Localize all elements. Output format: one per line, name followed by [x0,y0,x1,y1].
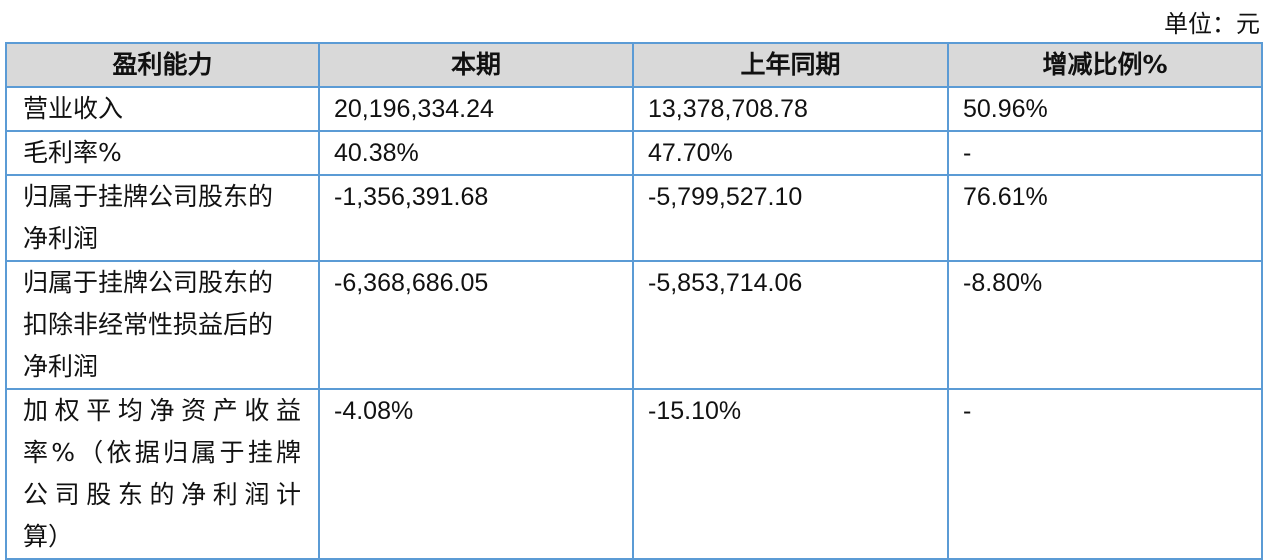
label-line: 扣除非经常性损益后的 [23,310,274,339]
previous-value: -15.10% [632,388,949,560]
table-header-row: 盈利能力 本期 上年同期 增减比例% [5,42,1263,88]
header-previous: 上年同期 [632,42,949,88]
table-row: 加权平均净资产收益 率%（依据归属于挂牌 公司股东的净利润计 算） -4.08%… [5,388,1263,560]
unit-label: 单位：元 [1164,10,1260,38]
label-line: 净利润 [23,224,99,253]
row-label: 营业收入 [5,86,320,132]
label-line: 归属于挂牌公司股东的 [23,268,274,297]
label-line: 算） [23,522,74,551]
label-line: 率%（依据归属于挂牌 [23,438,301,467]
table-row: 营业收入 20,196,334.24 13,378,708.78 50.96% [5,86,1263,132]
table-row: 归属于挂牌公司股东的 扣除非经常性损益后的 净利润 -6,368,686.05 … [5,260,1263,390]
change-value: - [947,130,1263,176]
row-label: 毛利率% [5,130,320,176]
current-value: -1,356,391.68 [318,174,634,262]
row-label: 归属于挂牌公司股东的 扣除非经常性损益后的 净利润 [5,260,320,390]
header-current: 本期 [318,42,634,88]
previous-value: 13,378,708.78 [632,86,949,132]
previous-value: -5,853,714.06 [632,260,949,390]
label-line: 营业收入 [23,94,124,123]
label-line: 净利润 [23,352,99,381]
current-value: -4.08% [318,388,634,560]
label-line: 归属于挂牌公司股东的 [23,182,274,211]
label-line: 公司股东的净利润计 [23,480,301,509]
label-line: 毛利率% [23,138,122,167]
row-label: 归属于挂牌公司股东的 净利润 [5,174,320,262]
label-line: 加权平均净资产收益 [23,396,301,425]
current-value: -6,368,686.05 [318,260,634,390]
table-row: 归属于挂牌公司股东的 净利润 -1,356,391.68 -5,799,527.… [5,174,1263,262]
previous-value: -5,799,527.10 [632,174,949,262]
current-value: 40.38% [318,130,634,176]
previous-value: 47.70% [632,130,949,176]
profitability-table: 盈利能力 本期 上年同期 增减比例% 营业收入 20,196,334.24 13… [5,42,1263,560]
change-value: -8.80% [947,260,1263,390]
change-value: 76.61% [947,174,1263,262]
current-value: 20,196,334.24 [318,86,634,132]
table-row: 毛利率% 40.38% 47.70% - [5,130,1263,176]
header-profitability: 盈利能力 [5,42,320,88]
change-value: - [947,388,1263,560]
change-value: 50.96% [947,86,1263,132]
header-change: 增减比例% [947,42,1263,88]
row-label: 加权平均净资产收益 率%（依据归属于挂牌 公司股东的净利润计 算） [5,388,320,560]
